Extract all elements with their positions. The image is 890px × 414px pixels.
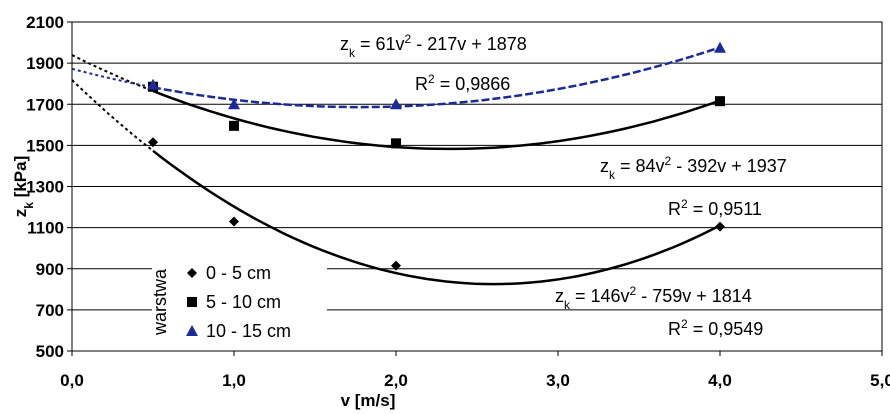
marker	[186, 325, 198, 336]
annotation-part: z	[600, 156, 609, 176]
annotation: R2 = 0,9866	[415, 72, 510, 94]
y-tick-label: 700	[36, 301, 64, 320]
y-tick-label: 1700	[26, 95, 64, 114]
marker	[391, 260, 401, 271]
annotation-part: = 84v	[615, 156, 665, 176]
y-tick-label: 1500	[26, 136, 64, 155]
annotation: zk = 84v2 - 392v + 1937	[600, 154, 787, 182]
annotation-part: - 759v + 1814	[636, 286, 752, 306]
annotation-part: 2	[630, 284, 637, 298]
annotation-part: k	[349, 46, 356, 60]
annotation: R2 = 0,9511	[668, 197, 762, 219]
annotation-part: = 0,9866	[435, 74, 511, 94]
trendline	[152, 89, 721, 151]
annotation-part: = 0,9511	[688, 199, 762, 219]
annotation: R2 = 0,9549	[668, 317, 763, 339]
annotation-part: R	[668, 319, 681, 339]
annotation-part: 2	[405, 32, 412, 46]
annotation-part: 2	[428, 72, 435, 86]
x-tick-label: 2,0	[384, 371, 408, 390]
annotation-part: 2	[665, 154, 672, 168]
annotation-part: R	[668, 199, 681, 219]
marker	[229, 120, 239, 131]
marker	[187, 297, 197, 307]
marker	[390, 98, 402, 110]
y-axis-label-part: [kPa]	[11, 156, 30, 202]
annotation-part: z	[555, 286, 564, 306]
y-tick-label: 2100	[26, 13, 64, 32]
legend-title: warstwa	[150, 268, 170, 336]
y-axis-label: zk [kPa]	[11, 156, 36, 217]
y-tick-label: 1100	[27, 219, 64, 238]
marker	[187, 268, 197, 278]
marker	[714, 41, 726, 53]
y-tick-label: 500	[36, 342, 64, 361]
y-tick-label: 1900	[26, 54, 64, 73]
annotation-part: = 146v	[570, 286, 630, 306]
x-axis-label: v [m/s]	[341, 391, 396, 410]
legend-label: 10 - 15 cm	[206, 321, 291, 341]
legend-label: 5 - 10 cm	[206, 292, 281, 312]
marker	[229, 216, 239, 227]
trendline-extrapolation	[71, 54, 154, 92]
trendline-extrapolation	[71, 67, 154, 89]
annotation-part: z	[340, 34, 349, 54]
marker	[148, 137, 158, 148]
annotation-part: k	[564, 298, 571, 312]
marker	[715, 96, 725, 107]
legend-box	[152, 256, 327, 346]
trendline-extrapolation	[71, 79, 154, 152]
trendline	[152, 46, 721, 109]
annotation-part: 2	[681, 317, 688, 331]
annotation-part: = 0,9549	[688, 319, 764, 339]
marker	[715, 221, 725, 232]
marker	[228, 98, 240, 110]
annotation-part: - 392v + 1937	[671, 156, 787, 176]
annotation-part: - 217v + 1878	[411, 34, 527, 54]
y-axis-label-part: k	[22, 202, 36, 209]
legend-label: 0 - 5 cm	[206, 263, 271, 283]
y-axis-label-part: z	[11, 209, 30, 218]
annotation-part: 2	[681, 197, 688, 211]
annotation: zk = 61v2 - 217v + 1878	[340, 32, 527, 60]
x-tick-label: 4,0	[708, 371, 732, 390]
annotation-part: k	[609, 168, 616, 182]
y-tick-label: 900	[36, 260, 64, 279]
x-tick-label: 1,0	[222, 371, 246, 390]
x-tick-label: 5,0	[870, 371, 890, 390]
plot-border	[71, 21, 883, 352]
annotation-part: = 61v	[355, 34, 405, 54]
trendline	[152, 149, 721, 286]
marker	[391, 138, 401, 149]
x-tick-label: 0,0	[60, 371, 84, 390]
annotation: zk = 146v2 - 759v + 1814	[555, 284, 752, 312]
marker	[147, 78, 159, 90]
x-tick-label: 3,0	[546, 371, 570, 390]
annotation-part: R	[415, 74, 428, 94]
y-tick-label: 1300	[26, 178, 64, 197]
